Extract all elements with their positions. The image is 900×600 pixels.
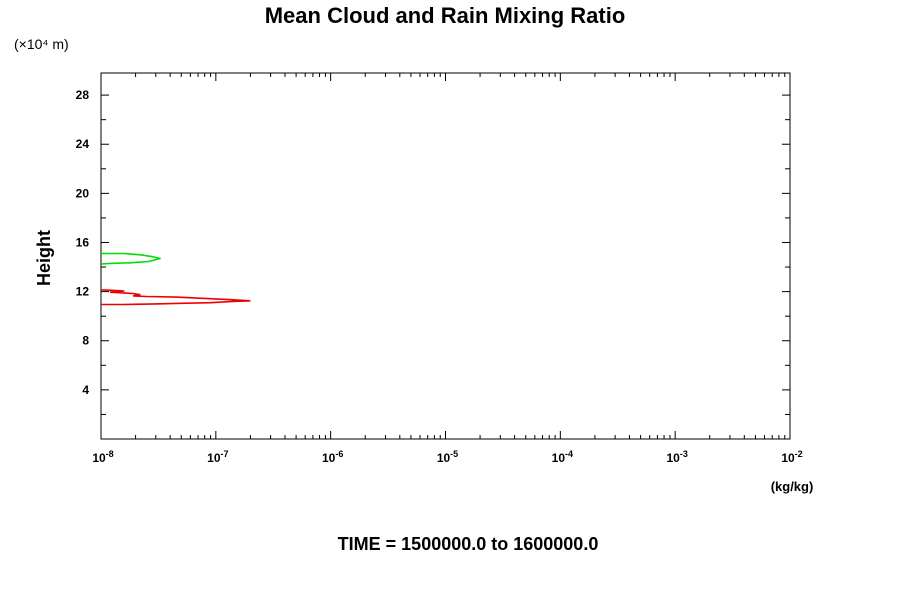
- x-tick-base: 10: [781, 451, 795, 465]
- x-tick-label: 10-3: [666, 449, 687, 465]
- series-line-2: [100, 289, 251, 306]
- x-tick-exponent: -4: [565, 449, 573, 459]
- series-line-1: [100, 252, 161, 265]
- x-tick-exponent: -2: [795, 449, 803, 459]
- x-tick-base: 10: [437, 451, 451, 465]
- x-tick-exponent: -3: [680, 449, 688, 459]
- x-tick-exponent: -5: [450, 449, 458, 459]
- y-tick-label: 12: [76, 285, 90, 299]
- y-tick-label: 16: [76, 235, 90, 249]
- chart-title: Mean Cloud and Rain Mixing Ratio: [265, 3, 626, 28]
- x-tick-label: 10-6: [322, 449, 343, 465]
- time-footer: TIME = 1500000.0 to 1600000.0: [338, 534, 599, 554]
- x-tick-label: 10-4: [552, 449, 573, 465]
- x-tick-label: 10-7: [207, 449, 228, 465]
- plot-frame: [100, 72, 791, 440]
- x-tick-base: 10: [552, 451, 566, 465]
- x-axis-label: (kg/kg): [771, 479, 814, 494]
- y-tick-labels: 4 8 12 16 20 24 28: [76, 88, 90, 397]
- y-scale-note: (×10⁴ m): [14, 36, 69, 52]
- x-tick-base: 10: [207, 451, 221, 465]
- x-tick-label: 10-2: [781, 449, 802, 465]
- x-tick-label: 10-8: [92, 449, 113, 465]
- x-tick-exponent: -8: [106, 449, 114, 459]
- y-tick-label: 8: [82, 334, 89, 348]
- x-tick-label: 10-5: [437, 449, 458, 465]
- x-tick-base: 10: [666, 451, 680, 465]
- x-tick-exponent: -7: [221, 449, 229, 459]
- y-axis-label: Height: [34, 230, 54, 286]
- data-series: [100, 252, 251, 306]
- x-tick-labels: 10-8 10-7 10-6 10-5 10-4 10-3 10-2: [92, 449, 802, 465]
- x-tick-base: 10: [92, 451, 106, 465]
- axis-ticks: [100, 73, 791, 439]
- y-tick-label: 24: [76, 137, 90, 151]
- x-tick-exponent: -6: [335, 449, 343, 459]
- x-tick-base: 10: [322, 451, 336, 465]
- y-tick-label: 20: [76, 186, 90, 200]
- y-tick-label: 28: [76, 88, 90, 102]
- y-tick-label: 4: [82, 383, 89, 397]
